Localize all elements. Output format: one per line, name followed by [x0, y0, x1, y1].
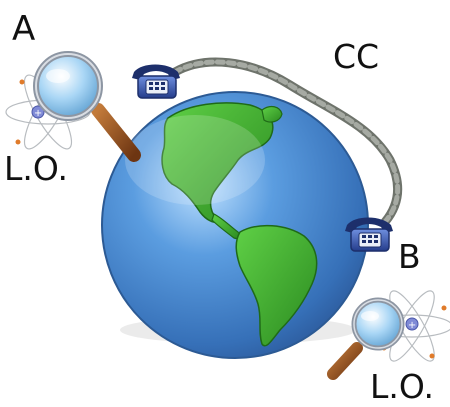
- telephone-icon: [132, 64, 180, 99]
- svg-text:+: +: [408, 320, 416, 331]
- label-lo-left: L.O.: [4, 149, 69, 188]
- globe-icon: [101, 91, 369, 359]
- magnifying-glass-icon: [33, 51, 141, 162]
- label-cc: CC: [333, 37, 380, 76]
- label-b: B: [398, 237, 421, 276]
- label-a: A: [12, 9, 36, 49]
- magnifying-glass-icon: [327, 297, 405, 380]
- telephone-icon: [345, 217, 393, 252]
- phone-cord-icon: [170, 57, 403, 227]
- svg-text:+: +: [34, 108, 42, 119]
- label-lo-right: L.O.: [370, 367, 435, 406]
